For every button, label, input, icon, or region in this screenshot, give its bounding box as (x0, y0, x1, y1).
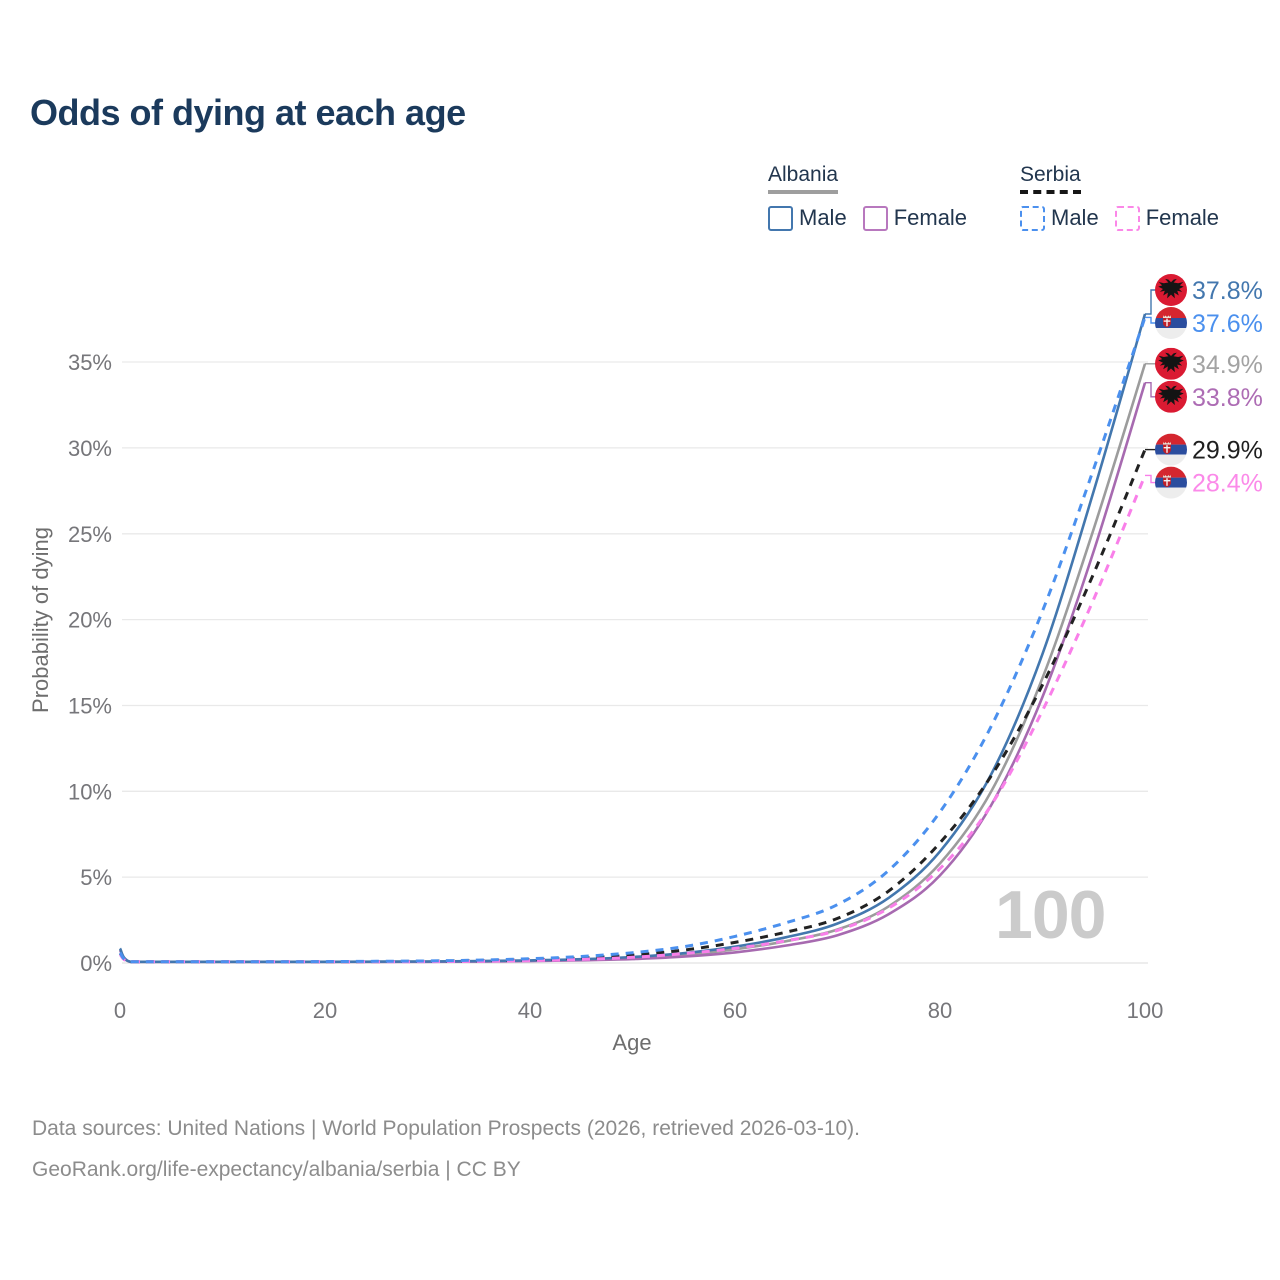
y-tick-25: 25% (68, 522, 112, 547)
serbia-flag-icon (1155, 467, 1187, 499)
footer-attribution: GeoRank.org/life-expectancy/albania/serb… (32, 1158, 521, 1181)
leader-serbia-female (1145, 474, 1156, 484)
serbia-female-checkbox[interactable] (1114, 205, 1140, 231)
serbia-male-checkbox[interactable] (1020, 205, 1045, 231)
series-line-serbia-total[interactable] (118, 449, 1147, 964)
albania-female-label: Female (893, 205, 968, 230)
end-label-albania-male: 37.8% (1192, 277, 1263, 305)
legend-country-serbia[interactable]: Serbia (1020, 163, 1081, 194)
legend-country-albania[interactable]: Albania (768, 163, 839, 194)
x-tick-40: 40 (518, 998, 542, 1023)
chart-legend: Albania Male Female Serbia Male Female (768, 163, 1268, 243)
legend-group-albania: Albania Male Female (768, 163, 983, 231)
legend-row-albania: Male Female (768, 205, 983, 231)
albania-flag-icon (1155, 274, 1187, 306)
albania-flag-icon (1155, 348, 1187, 380)
series-line-albania-total[interactable] (118, 363, 1147, 964)
series-line-albania-male[interactable] (118, 313, 1147, 964)
legend-group-serbia: Serbia Male Female (1020, 163, 1235, 231)
leader-albania-female (1145, 382, 1156, 398)
albania-female-checkbox[interactable] (862, 205, 888, 231)
x-tick-60: 60 (723, 998, 747, 1023)
x-tick-0: 0 (114, 998, 126, 1023)
x-tick-80: 80 (928, 998, 952, 1023)
serbia-male-label: Male (1051, 205, 1099, 230)
albania-male-label: Male (799, 205, 847, 230)
legend-row-serbia: Male Female (1020, 205, 1235, 231)
leader-albania-male (1145, 289, 1156, 315)
end-label-serbia-male: 37.6% (1192, 310, 1263, 338)
y-tick-35: 35% (68, 350, 112, 375)
serbia-flag-icon (1155, 307, 1187, 339)
footer-sources: Data sources: United Nations | World Pop… (32, 1117, 861, 1140)
end-label-serbia-female: 28.4% (1192, 470, 1263, 498)
albania-male-checkbox[interactable] (768, 205, 793, 231)
series-line-albania-female[interactable] (118, 382, 1147, 964)
serbia-female-label: Female (1145, 205, 1220, 230)
y-tick-10: 10% (68, 779, 112, 804)
page-title: Odds of dying at each age (30, 92, 466, 133)
series-line-serbia-female[interactable] (118, 474, 1147, 964)
y-tick-5: 5% (80, 865, 112, 890)
y-tick-30: 30% (68, 436, 112, 461)
serbia-flag-icon (1155, 434, 1187, 466)
leader-serbia-male (1145, 316, 1156, 324)
albania-flag-icon (1155, 381, 1187, 413)
x-tick-20: 20 (313, 998, 337, 1023)
x-tick-100: 100 (1127, 998, 1164, 1023)
x-axis-title: Age (612, 1030, 651, 1055)
end-label-serbia-total: 29.9% (1192, 437, 1263, 465)
y-axis-title: Probability of dying (28, 527, 53, 713)
series-line-serbia-male[interactable] (118, 316, 1147, 964)
end-label-albania-female: 33.8% (1192, 384, 1263, 412)
age-hover-indicator: 100 (995, 877, 1106, 953)
y-tick-20: 20% (68, 608, 112, 633)
mortality-line-chart[interactable]: 0% 5% 10% 15% 20% 25% 30% 35% 0 20 40 60 80 100 Probab… (0, 0, 1280, 1080)
y-tick-0: 0% (80, 951, 112, 976)
y-tick-15: 15% (68, 694, 112, 719)
footer: Data sources: United Nations | World Pop… (32, 1108, 860, 1190)
end-label-albania-total: 34.9% (1192, 351, 1263, 379)
